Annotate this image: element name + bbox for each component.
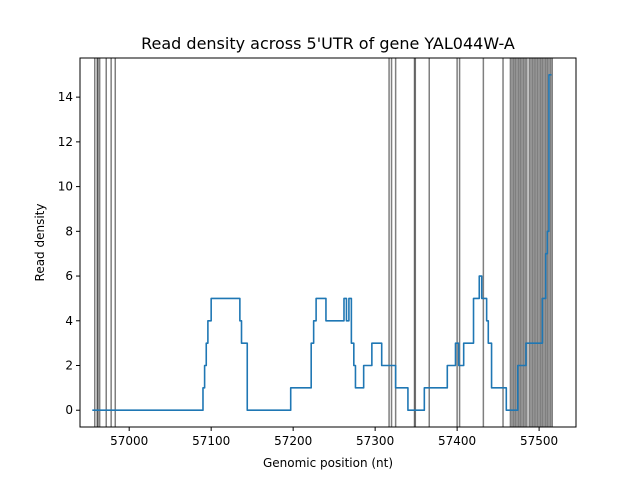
- y-axis-ticks: 0 2 4 6 8 10 12 14: [58, 90, 80, 417]
- y-tick-label: 4: [65, 314, 73, 328]
- y-tick-label: 2: [65, 359, 73, 373]
- x-tick-label: 57200: [274, 434, 312, 448]
- y-axis-label: Read density: [33, 204, 47, 282]
- x-tick-label: 57400: [438, 434, 476, 448]
- x-tick-label: 57100: [192, 434, 230, 448]
- vertical-lines: [94, 58, 553, 427]
- x-axis-ticks: 57000 57100 57200 57300 57400 57500: [110, 427, 558, 448]
- y-tick-label: 10: [58, 180, 73, 194]
- x-tick-label: 57500: [520, 434, 558, 448]
- x-tick-label: 57000: [110, 434, 148, 448]
- x-axis-label: Genomic position (nt): [263, 456, 393, 470]
- y-tick-label: 12: [58, 135, 73, 149]
- chart-title: Read density across 5'UTR of gene YAL044…: [141, 34, 515, 53]
- y-tick-label: 0: [65, 403, 73, 417]
- y-tick-label: 14: [58, 90, 73, 104]
- x-tick-label: 57300: [356, 434, 394, 448]
- y-tick-label: 8: [65, 224, 73, 238]
- series-layer: [92, 73, 552, 412]
- series-line: [92, 73, 552, 412]
- y-tick-label: 6: [65, 269, 73, 283]
- plot-frame: [79, 57, 577, 428]
